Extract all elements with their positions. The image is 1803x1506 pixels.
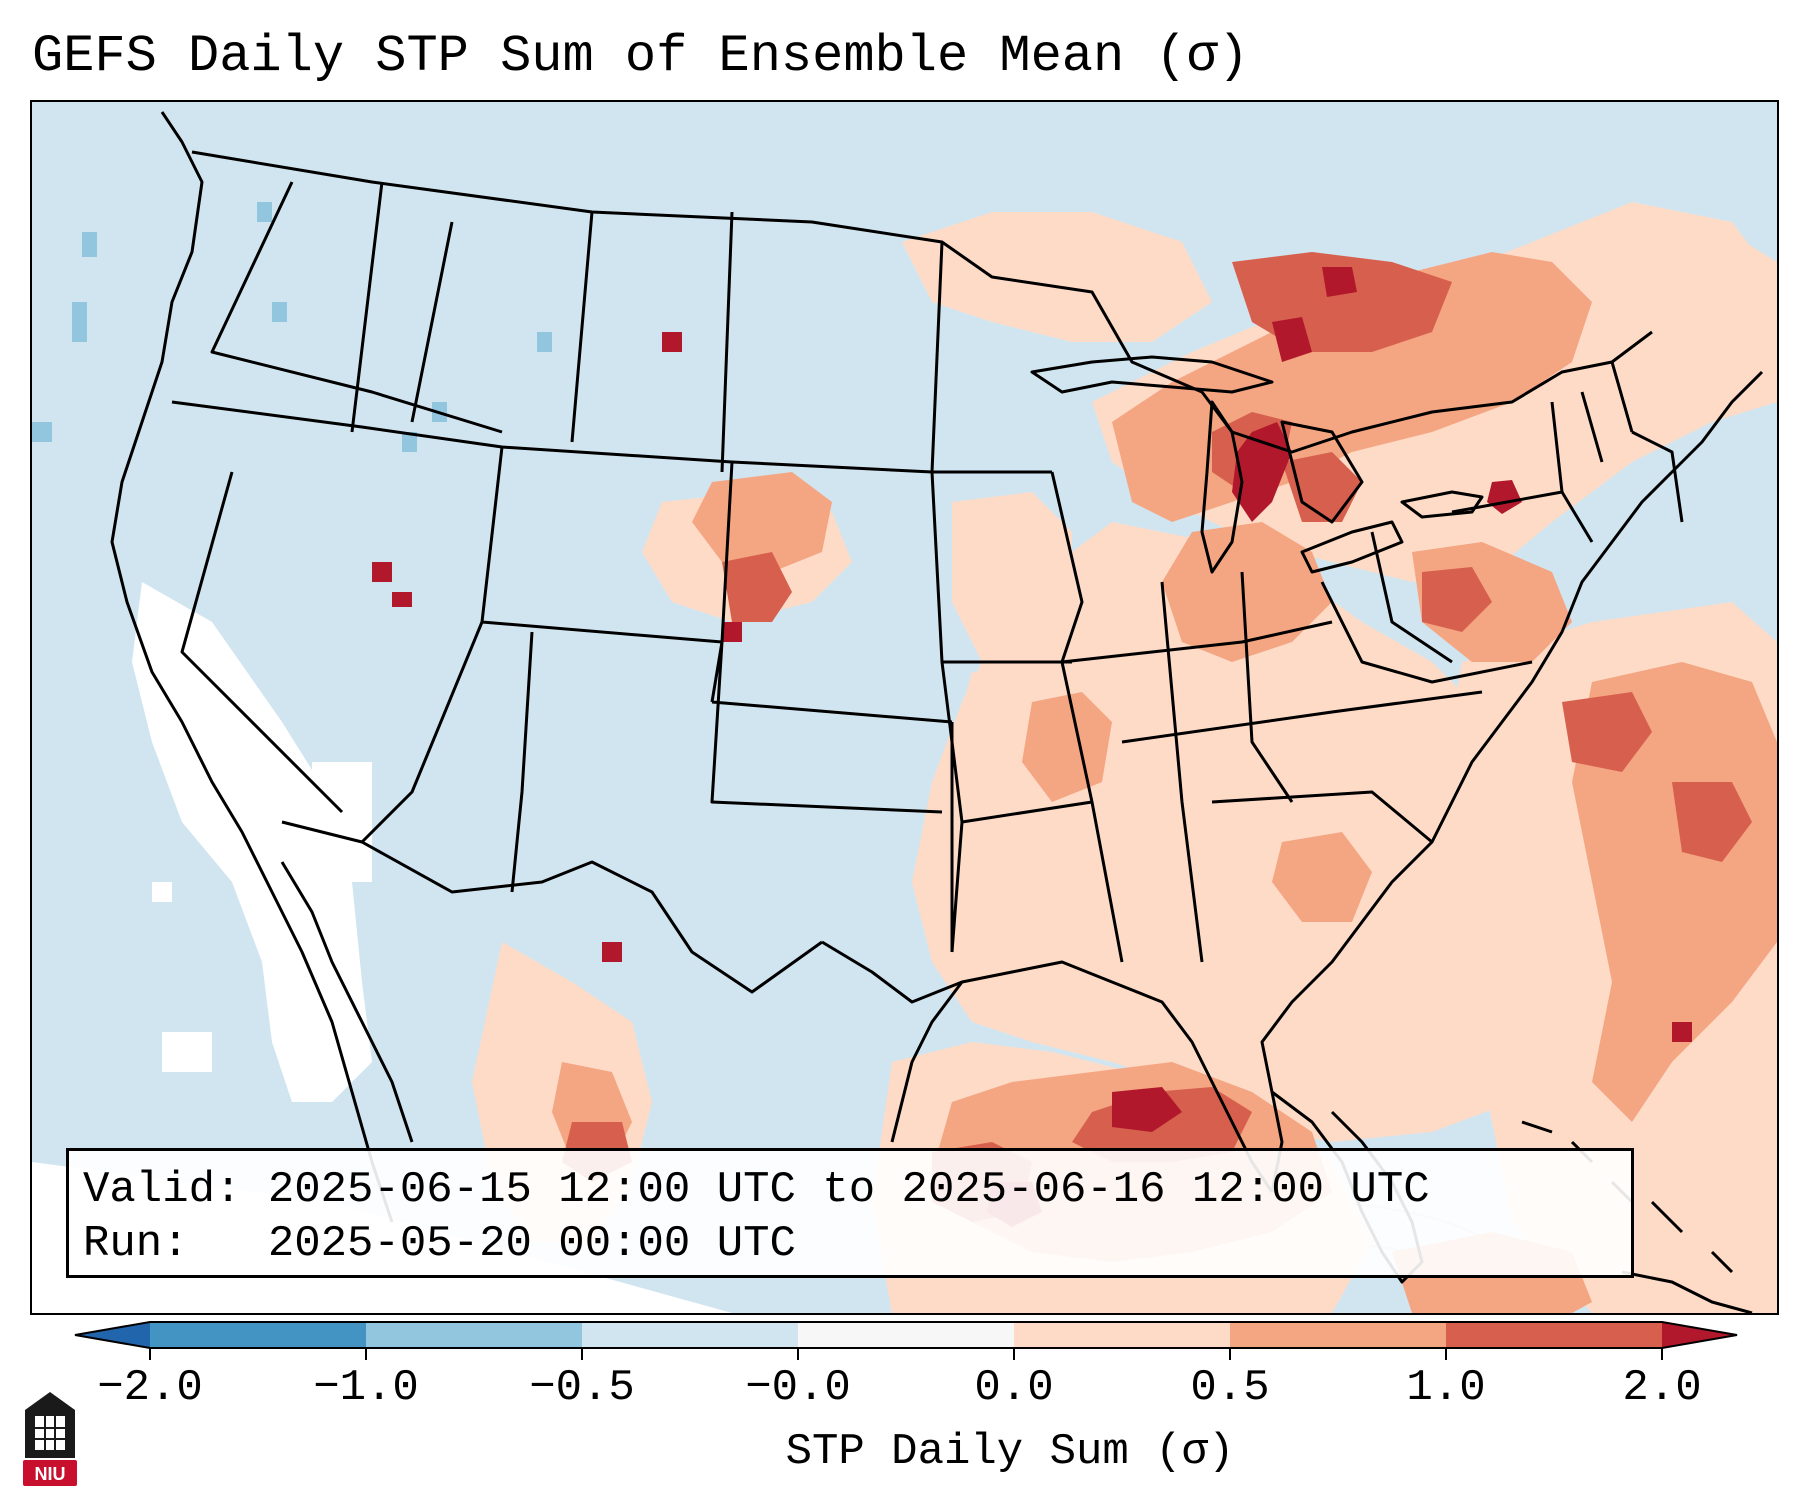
colorbar-segment xyxy=(798,1322,1015,1348)
lake-ontario xyxy=(1400,490,1484,519)
colorbar-ticks xyxy=(149,1348,1663,1360)
mexico-us-border xyxy=(281,820,823,994)
lake-erie xyxy=(1300,520,1404,574)
colorbar xyxy=(74,1321,1738,1360)
colorbar-segment xyxy=(366,1322,583,1348)
colorbar-extend-high xyxy=(1662,1322,1737,1348)
colorbar-tick-label: 1.0 xyxy=(1406,1363,1486,1413)
east-coast xyxy=(1260,370,1764,1193)
niu-logo: NIU xyxy=(23,1392,77,1486)
colorbar-segment xyxy=(1014,1322,1231,1348)
canada-us-border xyxy=(191,150,1653,454)
colorbar-tick-label: 0.5 xyxy=(1190,1363,1270,1413)
map-panel[interactable] xyxy=(30,100,1779,1315)
hispaniola xyxy=(1621,1270,1753,1313)
colorbar-extend-low xyxy=(75,1322,150,1348)
colorbar-tick-label: −0.0 xyxy=(745,1363,851,1413)
stp-band-negative xyxy=(32,202,552,452)
colorbar-tick-label: −0.5 xyxy=(529,1363,635,1413)
valid-line: Valid: 2025-06-15 12:00 UTC to 2025-06-1… xyxy=(83,1163,1617,1217)
valid-value: 2025-06-15 12:00 UTC to 2025-06-16 12:00… xyxy=(267,1165,1430,1215)
colorbar-segment xyxy=(582,1322,799,1348)
lake-michigan xyxy=(1200,400,1244,574)
state-lines-central xyxy=(930,241,1594,963)
niu-logo-text: NIU xyxy=(35,1464,66,1484)
run-value: 2025-05-20 00:00 UTC xyxy=(267,1219,796,1269)
colorbar-tick-label: −1.0 xyxy=(313,1363,419,1413)
colorbar-tick-label: 0.0 xyxy=(974,1363,1054,1413)
colorbar-tick-label: 2.0 xyxy=(1622,1363,1702,1413)
colorbar-segment xyxy=(1230,1322,1447,1348)
map-title: GEFS Daily STP Sum of Ensemble Mean (σ) xyxy=(32,27,1249,86)
colorbar-segment xyxy=(1446,1322,1663,1348)
run-label: Run: xyxy=(83,1219,189,1269)
gulf-coast xyxy=(821,940,1274,1193)
coastlines-and-borders xyxy=(110,111,1764,1313)
valid-label: Valid: xyxy=(83,1165,242,1215)
valid-run-info-box: Valid: 2025-06-15 12:00 UTC to 2025-06-1… xyxy=(66,1148,1634,1278)
stp-anomaly-map xyxy=(32,102,1777,1313)
lake-huron xyxy=(1280,420,1364,524)
state-lines-west xyxy=(171,181,954,952)
colorbar-segments xyxy=(74,1321,1738,1349)
colorbar-segment xyxy=(150,1322,367,1348)
west-coast xyxy=(110,111,394,1223)
baja-coast xyxy=(280,861,414,1143)
colorbar-tick-label: −2.0 xyxy=(97,1363,203,1413)
lake-superior xyxy=(1030,355,1274,394)
run-line: Run: 2025-05-20 00:00 UTC xyxy=(83,1217,1617,1271)
texas-coast xyxy=(890,981,964,1143)
colorbar-label: STP Daily Sum (σ) xyxy=(785,1427,1235,1477)
state-lines-northeast xyxy=(1550,361,1684,523)
